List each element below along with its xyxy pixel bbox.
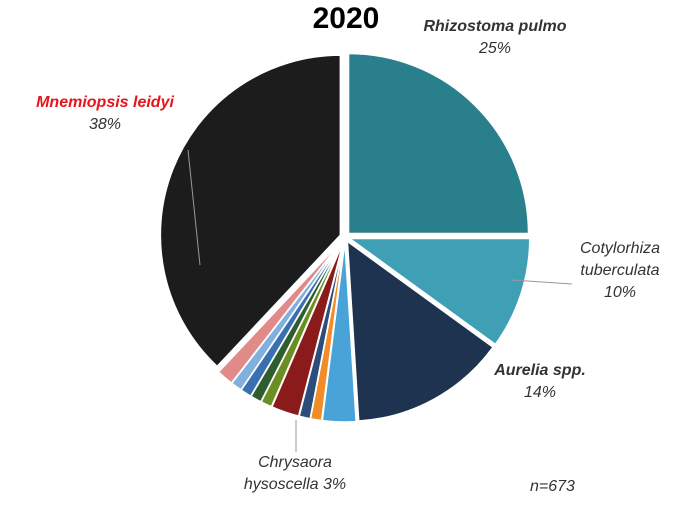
pie-slice	[346, 239, 495, 422]
value-label: 3%	[323, 476, 347, 493]
category-label: Chrysaora hysoscella	[243, 454, 332, 493]
slice-label: Aurelia spp. 14%	[470, 360, 610, 404]
category-label: Aurelia spp.	[494, 362, 586, 379]
leader-line	[187, 149, 201, 266]
category-label: Cotylorhiza tuberculata	[579, 240, 661, 279]
chart-title: 2020	[312, 2, 380, 35]
slice-label: Chrysaora hysoscella 3%	[225, 452, 365, 496]
annotation: n=673	[530, 478, 575, 495]
pie-slice	[159, 54, 342, 368]
leader-line	[511, 279, 573, 285]
slice-label: Cotylorhiza tuberculata 10%	[555, 238, 685, 304]
value-label: 38%	[88, 116, 122, 133]
pie-slice	[217, 240, 343, 385]
value-label: 25%	[478, 40, 512, 57]
category-label: Rhizostoma pulmo	[423, 18, 567, 35]
slice-label: Mnemiopsis leidyi 38%	[10, 92, 200, 136]
category-label: Mnemiopsis leidyi	[36, 94, 174, 111]
pie-slice	[347, 237, 531, 346]
slice-label: Rhizostoma pulmo 25%	[420, 16, 570, 60]
value-label: 10%	[603, 284, 637, 301]
pie-slice	[347, 52, 530, 235]
value-label: 14%	[523, 384, 557, 401]
